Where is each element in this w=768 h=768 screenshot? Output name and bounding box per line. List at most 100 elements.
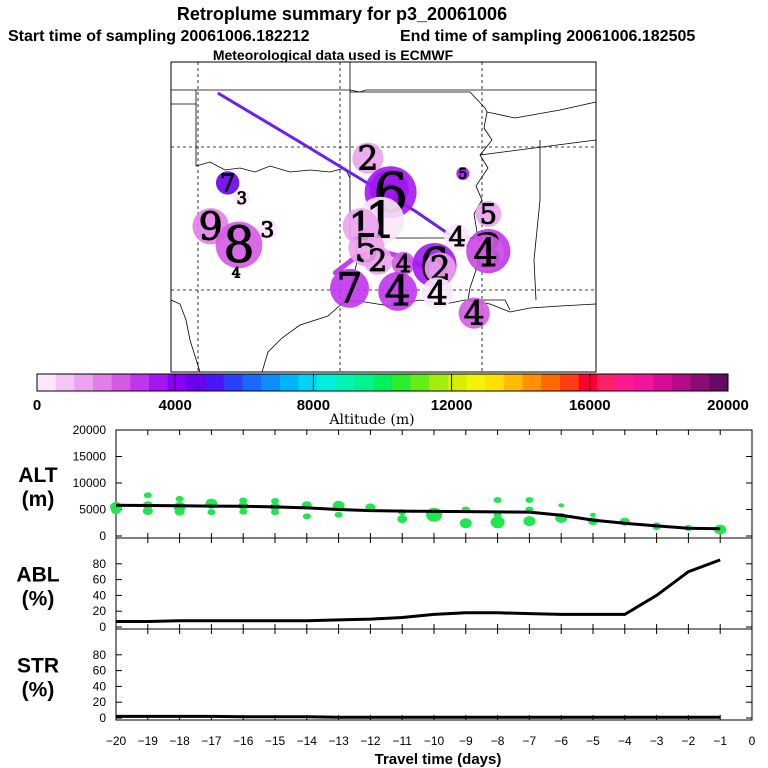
x-tick-label: −9 [459,734,473,748]
plume-point: 4 [421,274,453,313]
alt-data-point [143,492,152,499]
plume-point-day-label: 2 [368,244,387,279]
plume-point-marker [378,271,418,311]
x-tick-label: −14 [297,734,318,748]
x-axis-label: Travel time (days) [375,751,502,768]
x-tick-label: −5 [586,734,600,748]
x-tick-label: −4 [618,734,632,748]
colorbar-swatch [391,374,412,391]
plume-point-marker [234,190,250,207]
x-tick-label: −15 [265,734,286,748]
x-tick-label: −1 [713,734,727,748]
colorbar-swatch [410,374,430,391]
plume-point: 5 [456,166,470,183]
alt-data-point [590,512,596,517]
x-tick-label: −18 [169,734,190,748]
alt-ytick-label: 15000 [73,450,107,464]
alt-data-point [239,508,248,515]
abl-unit-label: (%) [22,588,55,611]
x-tick-label: −10 [424,734,445,748]
str-label: STR [17,655,59,678]
colorbar-swatch [111,374,131,391]
alt-data-point [142,507,153,516]
alt-data-point [175,495,184,502]
plume-point-day-label: 4 [232,266,241,282]
colorbar-swatch [429,374,449,391]
colorbar-swatch [503,374,524,391]
plume-point-marker [475,200,502,227]
plume-point: 4 [458,294,490,333]
plume-point: 4 [378,267,418,316]
colorbar-swatch [541,374,561,391]
colorbar-swatch [373,374,393,391]
plume-point-day-label: 4 [464,295,485,333]
colorbar-swatch [149,374,169,391]
colorbar-swatch [354,374,374,391]
abl-ytick-label: 0 [99,620,106,634]
alt-data-point [558,503,565,508]
str-ytick-label: 60 [93,664,107,678]
x-tick-label: −3 [650,734,664,748]
str-ytick-label: 80 [93,648,107,662]
colorbar-swatch [37,374,57,391]
colorbar-swatch [690,374,710,391]
plume-point: 8 [215,216,263,275]
alt-ytick-label: 0 [99,529,106,543]
x-tick-label: −8 [491,734,505,748]
x-tick-label: −2 [682,734,696,748]
plume-point: 4 [231,265,241,282]
plume-point-marker [456,167,470,181]
plume-point-day-label: 3 [260,218,274,243]
colorbar-swatch [485,374,505,391]
abl-series-line [116,558,721,623]
colorbar-swatch [93,374,113,391]
colorbar-swatch [205,374,225,391]
colorbar-swatch [522,374,542,391]
x-tick-label: −6 [554,734,568,748]
altitude-colorbar: 0 4000 8000 12000 16000 20000 Altitude (m) [33,373,749,428]
plume-point-day-label: 2 [357,140,378,178]
plume-point-marker [352,142,384,174]
colorbar-tick-label: 0 [33,397,41,414]
colorbar-swatch [298,374,318,391]
abl-ytick-label: 40 [93,588,107,602]
plume-points: 2573565119348534246247444 [192,139,511,333]
colorbar-swatch [335,374,355,391]
colorbar-swatch [130,374,150,391]
plume-point-day-label: 4 [473,232,497,276]
met-data-label: Meteorological data used is ECMWF [213,47,454,63]
str-ytick-label: 0 [99,711,106,725]
end-time-label: End time of sampling 20061006.182505 [400,28,695,45]
plume-point: 4 [444,222,471,254]
abl-ytick-label: 20 [93,604,107,618]
alt-mean-line [115,503,721,531]
alt-data-point [490,516,505,529]
x-tick-label: −20 [106,734,127,748]
x-tick-label: −16 [233,734,254,748]
plume-point-day-label: 8 [223,216,254,274]
abl-label: ABL [16,564,59,587]
colorbar-swatch [634,374,654,391]
alt-data-point [271,498,279,505]
colorbar-swatch [615,374,636,391]
figure-title: Retroplume summary for p3_20061006 [177,4,507,24]
travel-time-axis: −20 −19 −18 −17 −16 −15 −14 −13 −12 −11 −10 −9 −8 −7−… [106,734,756,748]
plume-point-day-label: 4 [396,249,412,278]
plume-point-marker [424,252,456,284]
str-ytick-label: 40 [93,679,107,693]
plume-point-marker [256,219,278,240]
plume-point-day-label: 4 [385,268,411,316]
plume-point-marker [458,297,490,329]
alt-ytick-label: 10000 [73,476,107,490]
plume-point-marker [363,246,393,275]
str-ytick-label: 20 [93,695,107,709]
str-series-line [116,714,721,719]
alt-unit-label: (m) [22,488,55,511]
plume-point: 4 [391,249,416,279]
alt-data-point [207,509,216,516]
plume-point-day-label: 5 [458,167,467,183]
colorbar-tick-label: 4000 [159,397,192,414]
colorbar-tick-label: 8000 [297,397,330,414]
map-panel: 2573565119348534246247444 [170,61,597,373]
